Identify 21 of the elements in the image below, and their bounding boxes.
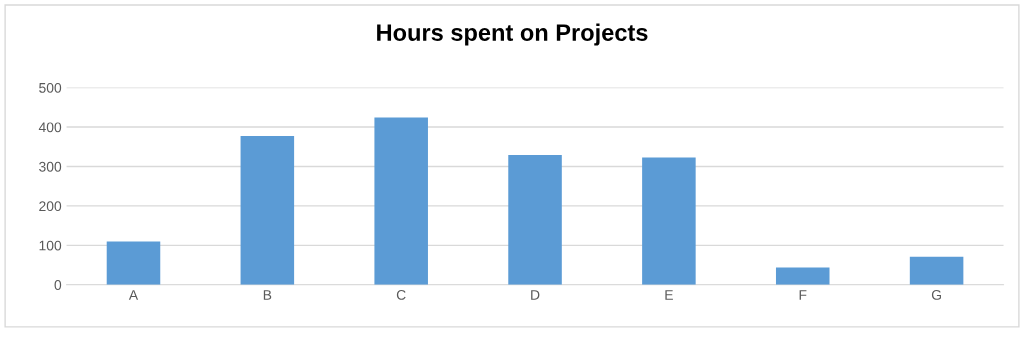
x-tick-label: D xyxy=(531,290,540,300)
bar xyxy=(106,241,161,285)
x-tick-label: B xyxy=(263,290,272,300)
x-tick-label: G xyxy=(931,289,941,300)
bar xyxy=(642,157,696,285)
x-tick-label: F xyxy=(799,290,807,300)
x-tick-label: E xyxy=(665,290,673,300)
bar xyxy=(775,267,830,285)
y-tick-label: 0 xyxy=(54,280,62,290)
bar xyxy=(508,155,562,285)
x-tick-label: C xyxy=(396,289,406,300)
x-tick-label: A xyxy=(128,290,139,300)
bar xyxy=(374,117,428,285)
y-tick-label: 100 xyxy=(39,240,62,251)
y-tick-label: 200 xyxy=(39,201,62,212)
y-tick-label: 500 xyxy=(39,82,62,93)
chart-title: Hours spent on Projects xyxy=(377,23,648,46)
bar xyxy=(240,136,295,285)
bar xyxy=(909,256,964,285)
y-tick-label: 400 xyxy=(38,122,62,133)
y-tick-label: 300 xyxy=(39,161,62,172)
